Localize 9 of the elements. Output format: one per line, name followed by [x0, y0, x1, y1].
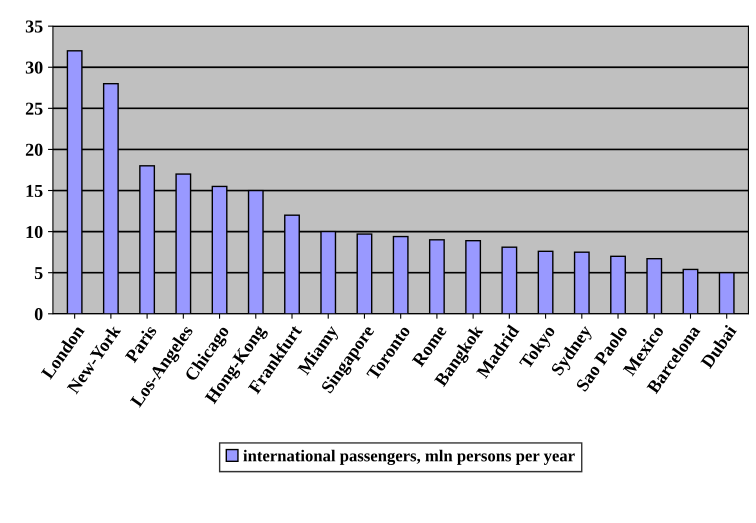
y-tick-label: 25: [26, 102, 43, 115]
y-tick-label: 20: [26, 144, 43, 156]
y-tick-label: 35: [26, 20, 43, 33]
y-tick-label: 15: [26, 184, 43, 197]
y-tick-label: 10: [26, 226, 43, 238]
legend-label: international passengers, mln persons per year: [243, 450, 575, 465]
y-tick-label: 30: [26, 62, 43, 74]
y-tick-label: 5: [34, 267, 43, 280]
y-tick-label: 0: [34, 308, 43, 320]
